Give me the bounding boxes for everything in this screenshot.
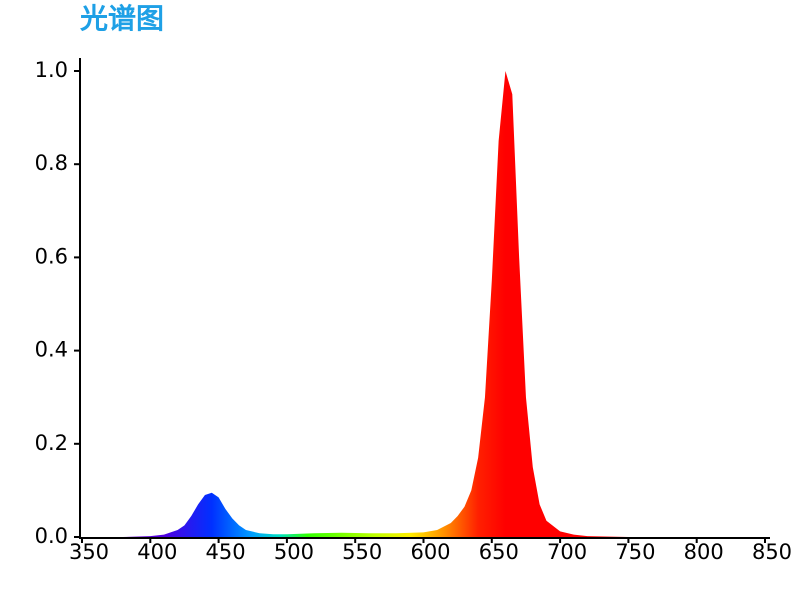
x-tick-label: 500 [274,540,314,564]
x-tick-label: 350 [69,540,109,564]
y-tick-label: 0.0 [35,524,68,548]
y-tick-label: 0.8 [35,151,68,175]
x-tick-label: 800 [684,540,724,564]
x-tick-label: 650 [479,540,519,564]
y-tick-label: 0.2 [35,431,68,455]
x-tick-label: 850 [752,540,792,564]
x-tick-label: 750 [615,540,655,564]
x-tick-label: 700 [547,540,587,564]
chart-title: 光谱图 [79,2,164,35]
x-tick-label: 550 [342,540,382,564]
y-tick-label: 1.0 [35,58,68,82]
y-tick-label: 0.6 [35,244,68,268]
x-tick-label: 400 [137,540,177,564]
y-tick-label: 0.4 [35,338,68,362]
spectrum-area [82,71,765,537]
x-tick-label: 600 [410,540,450,564]
x-tick-label: 450 [206,540,246,564]
